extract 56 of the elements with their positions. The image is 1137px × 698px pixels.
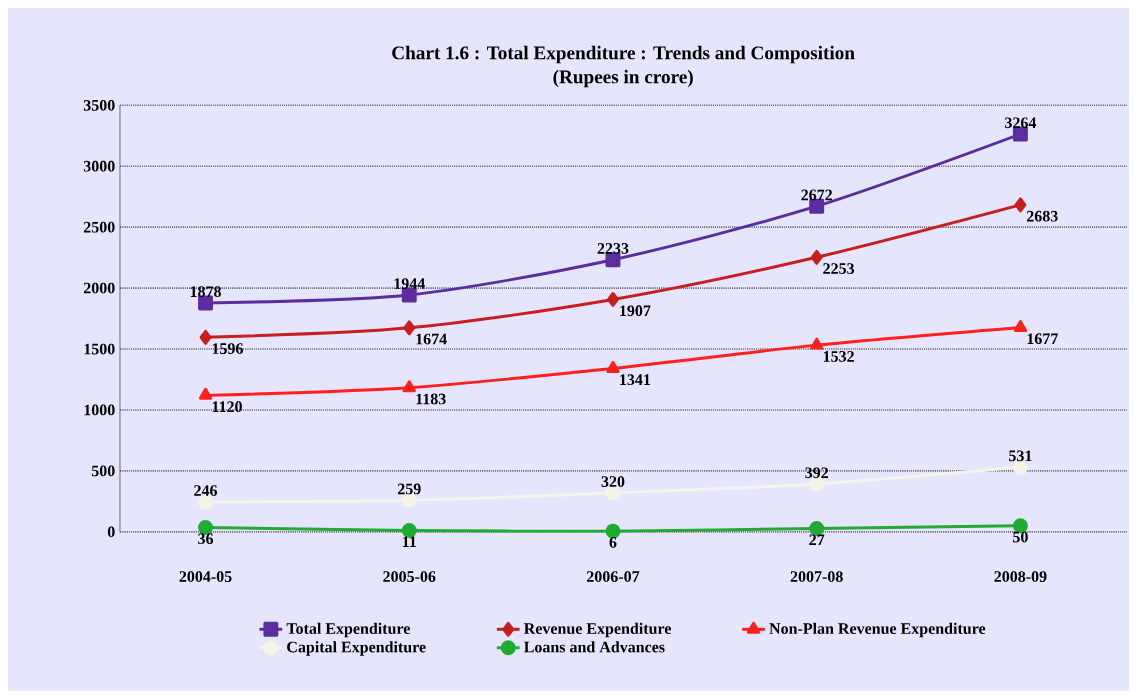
legend-label: Revenue Expenditure (524, 622, 671, 638)
data-label: 1183 (416, 393, 446, 405)
legend-label: Total Expenditure (286, 622, 410, 638)
legend-label: Loans and Advances (524, 640, 665, 653)
data-label: 392 (805, 467, 829, 478)
point (1013, 319, 1028, 332)
legend-label: Capital Expenditure (287, 640, 426, 656)
data-label: 11 (402, 536, 416, 547)
data-label: 50 (1013, 531, 1028, 543)
point (810, 337, 824, 350)
data-label: 6 (609, 536, 617, 548)
data-label: 1878 (190, 286, 221, 297)
point (403, 320, 416, 336)
data-label: 36 (198, 533, 214, 544)
point (199, 329, 212, 345)
legend-label: Non-Plan Revenue Expenditure (769, 622, 986, 638)
y-tick-label: 2500 (83, 221, 115, 233)
x-tick-label: 2008-09 (994, 570, 1047, 582)
y-tick-label: 3500 (83, 99, 115, 111)
data-label: 1341 (620, 374, 651, 385)
data-label: 1532 (823, 350, 854, 362)
data-label: 2683 (1026, 210, 1058, 222)
point (402, 379, 416, 392)
data-label: 2672 (801, 189, 833, 201)
data-label: 2233 (597, 242, 629, 254)
x-tick-label: 2004-05 (179, 570, 232, 582)
data-label: 320 (601, 475, 625, 487)
point (810, 249, 823, 265)
x-tick-label: 2006-07 (586, 570, 640, 582)
y-tick-label: 2000 (83, 282, 115, 294)
x-tick-label: 2005-06 (383, 570, 436, 582)
data-label: 1907 (620, 305, 651, 316)
point (607, 291, 619, 307)
point (605, 523, 621, 539)
chart-subtitle: (Rupees in crore) (553, 69, 693, 88)
y-tick-label: 1000 (84, 404, 115, 416)
data-label: 2253 (823, 262, 855, 274)
data-label: 1677 (1027, 333, 1058, 344)
data-label: 1944 (394, 278, 425, 289)
point (606, 360, 620, 373)
y-tick-label: 0 (107, 526, 115, 537)
point (1014, 197, 1027, 213)
x-tick-label: 2007-08 (790, 570, 843, 582)
y-tick-label: 500 (91, 465, 115, 477)
data-label: 1674 (416, 333, 447, 345)
point (198, 387, 213, 400)
data-label: 259 (397, 483, 421, 495)
data-label: 246 (194, 484, 218, 496)
data-label: 3264 (1005, 117, 1037, 128)
data-label: 1596 (212, 343, 243, 354)
data-label: 27 (809, 534, 825, 545)
data-label: 531 (1009, 450, 1032, 461)
y-tick-label: 1500 (84, 343, 115, 355)
chart-title: Chart 1.6 : Total Expenditure : Trends and Composition (392, 45, 855, 64)
y-tick-label: 3000 (83, 160, 115, 172)
data-label: 1120 (212, 401, 242, 412)
